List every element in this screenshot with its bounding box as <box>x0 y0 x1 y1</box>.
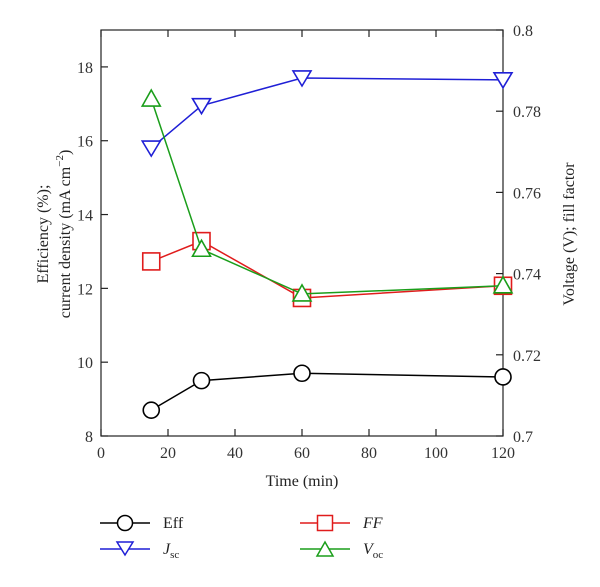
y-left-tick-label: 10 <box>77 355 93 372</box>
data-point-voc <box>291 283 313 302</box>
legend-label-ff: FF <box>362 515 383 532</box>
series-line-ff <box>150 240 504 299</box>
series-ff <box>141 231 513 308</box>
data-point-jsc <box>140 140 162 158</box>
data-point-jsc <box>492 72 514 90</box>
x-tick-label: 20 <box>160 445 176 462</box>
y-left-tick-label: 12 <box>77 281 93 298</box>
legend-marker-voc <box>315 540 335 557</box>
legend-label-eff: Eff <box>163 515 184 532</box>
data-point-jsc <box>291 70 313 88</box>
left-y-axis-label-sup: −2 <box>54 155 66 167</box>
data-point-eff <box>192 371 211 390</box>
y-right-tick-label: 0.7 <box>513 429 533 446</box>
x-tick-label: 120 <box>491 445 515 462</box>
y-left-tick-label: 18 <box>77 60 93 77</box>
axes: 0 20 40 60 80 100 120 8 10 12 14 16 18 0.7 0.72 0.74 0.7… <box>77 23 541 462</box>
x-tick-label: 80 <box>361 445 377 462</box>
series-eff <box>142 364 512 419</box>
legend-item-jsc: Jsc <box>100 541 179 561</box>
y-right-tick-label: 0.72 <box>513 348 541 365</box>
series-line-voc <box>150 98 504 295</box>
data-point-eff <box>494 368 512 386</box>
series-layer <box>140 70 514 419</box>
y-left-tick-label: 8 <box>85 429 93 446</box>
y-right-tick-label: 0.74 <box>513 267 541 284</box>
x-tick-label: 60 <box>294 445 310 462</box>
y-right-tick-label: 0.8 <box>513 23 533 40</box>
series-voc <box>140 88 514 302</box>
legend-label-jsc: Jsc <box>163 541 179 561</box>
series-line-eff <box>150 372 504 411</box>
legend-label-voc: Voc <box>363 541 383 561</box>
y-left-tick-label: 14 <box>77 208 93 225</box>
y-left-tick-label: 16 <box>77 134 93 151</box>
right-y-axis-label: Voltage (V); fill factor <box>561 162 578 306</box>
legend-item-voc: Voc <box>300 540 383 561</box>
x-tick-label: 40 <box>227 445 243 462</box>
left-y-axis-label: Efficiency (%); <box>35 185 52 284</box>
legend: Eff Jsc FF Voc <box>100 514 383 561</box>
left-y-axis-label-line1: Efficiency (%); <box>35 185 52 284</box>
data-point-ff <box>141 252 161 271</box>
left-y-axis-label-line2: current density (mA cm−2) <box>54 150 74 319</box>
data-point-eff <box>293 364 311 383</box>
legend-item-ff: FF <box>300 514 383 532</box>
x-axis-label: Time (min) <box>266 473 339 490</box>
data-point-voc <box>191 238 212 258</box>
legend-marker-ff <box>316 514 334 532</box>
series-line-jsc <box>150 77 504 149</box>
x-tick-label: 0 <box>97 445 105 462</box>
legend-item-eff: Eff <box>100 514 184 532</box>
y-right-tick-label: 0.78 <box>513 104 541 121</box>
data-point-eff <box>142 401 161 419</box>
legend-marker-eff <box>116 514 134 532</box>
legend-marker-jsc <box>115 541 135 557</box>
data-point-jsc <box>191 97 212 116</box>
y-right-tick-label: 0.76 <box>513 185 541 202</box>
data-point-voc <box>492 275 514 294</box>
data-point-voc <box>140 88 162 107</box>
series-jsc <box>140 70 514 158</box>
x-tick-label: 100 <box>424 445 448 462</box>
